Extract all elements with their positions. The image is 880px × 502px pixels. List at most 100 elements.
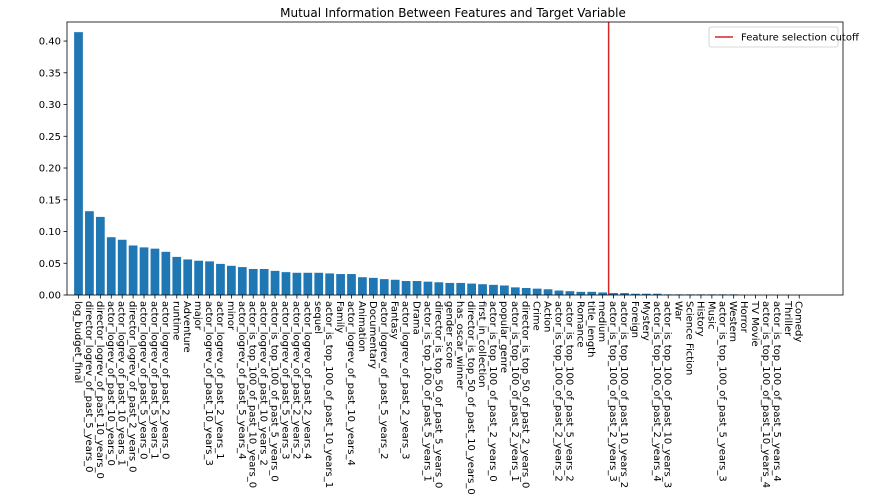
x-tick-label: director_is_top_50_of_past_10_years_0 <box>465 301 476 495</box>
x-tick-label: runtime <box>170 301 181 340</box>
bars <box>74 32 739 295</box>
y-tick-label: 0.30 <box>39 100 61 111</box>
x-tick-label: gender_score <box>443 301 454 368</box>
x-tick-label: TV Movie <box>749 300 760 347</box>
x-tick-label: director_is_top_50_of_past_5_years_0 <box>432 301 443 488</box>
bar <box>456 282 466 295</box>
x-tick-label: actor_is_top_100_of_past_10_years_1 <box>323 301 334 488</box>
bar <box>631 293 640 295</box>
bar <box>270 270 280 295</box>
x-tick-label: Western <box>727 301 738 342</box>
bar <box>434 282 444 295</box>
bar <box>368 277 378 295</box>
legend-label-cutoff: Feature selection cutoff <box>741 33 860 44</box>
x-tick-label: actor_is_top_100_of_past_5_years_1 <box>421 301 432 482</box>
x-tick-label: Documentary <box>367 301 378 369</box>
bar <box>652 293 662 295</box>
x-tick-label: actor_logrev_of_past_2_years_3 <box>400 301 411 459</box>
y-tick-label: 0.15 <box>39 195 61 206</box>
bar <box>598 292 608 295</box>
bar <box>292 272 302 295</box>
bar <box>172 256 182 295</box>
bar <box>489 284 498 295</box>
x-tick-label: actor_is_top_100_of_past_2_years_4 <box>651 301 662 482</box>
x-tick-label: actor_is_top_100_of_past_2_years_3 <box>607 301 618 482</box>
x-tick-label: Horror <box>738 301 749 334</box>
bar <box>85 211 94 295</box>
x-tick-label: major <box>192 301 203 331</box>
x-tick-label: log_budget_final <box>72 301 83 383</box>
x-tick-label: Family <box>334 301 345 333</box>
bar <box>521 288 531 295</box>
x-tick-label: medium <box>596 301 607 342</box>
bar <box>478 284 487 295</box>
chart-title: Mutual Information Between Features and … <box>280 6 626 20</box>
x-tick-label: Comedy <box>793 301 804 342</box>
bar <box>565 291 575 295</box>
bar <box>609 293 618 295</box>
bar <box>194 260 203 295</box>
bar <box>237 267 247 295</box>
x-tick-label: actor_logrev_of_past_10_years_0 <box>105 301 116 466</box>
x-tick-label: sequel <box>312 301 323 334</box>
x-tick-label: actor_logrev_of_past_5_years_3 <box>279 301 290 459</box>
bar <box>510 287 520 295</box>
x-tick-label: actor_logrev_of_past_5_years_4 <box>236 301 247 459</box>
bar <box>390 279 400 295</box>
bar <box>128 245 138 295</box>
bar <box>183 259 193 295</box>
x-tick-label: History <box>694 301 705 337</box>
bar <box>314 272 324 295</box>
plot-area-frame <box>66 21 844 296</box>
bar <box>74 32 83 295</box>
x-tick-label: actor_is_top_100_of_past_10_years_3 <box>662 301 673 488</box>
y-axis: 0.00 0.05 0.10 0.15 0.20 0.25 0.30 0.35 0.40 <box>39 37 67 302</box>
bar <box>325 273 335 295</box>
x-tick-label: actor_logrev_of_past_10_years_1 <box>116 301 127 466</box>
y-tick-label: 0.20 <box>39 164 61 175</box>
bar <box>336 274 345 295</box>
bar <box>358 277 367 295</box>
y-tick-label: 0.10 <box>39 227 61 238</box>
x-tick-label: actor_is_top_100_of_past_2_years_0 <box>487 301 498 482</box>
bar <box>139 247 149 295</box>
x-tick-label: Crime <box>531 301 542 331</box>
x-tick-label: War <box>673 301 684 321</box>
x-tick-label: Music <box>705 301 716 329</box>
bar <box>379 279 389 295</box>
bar <box>587 291 597 295</box>
x-tick-label: director_logrev_of_past_2_years_0 <box>127 301 138 473</box>
x-tick-label: actor_logrev_of_past_2_years_4 <box>301 301 312 459</box>
bar <box>500 285 509 295</box>
x-tick-label: Mystery <box>640 301 651 341</box>
x-tick-label: actor_is_top_100_of_past_5_years_2 <box>563 301 574 482</box>
x-tick-label: Adventure <box>181 301 192 353</box>
x-tick-label: actor_logrev_of_past_10_years_2 <box>258 301 269 466</box>
x-tick-label: actor_is_top_100_of_past_5_years_4 <box>771 301 782 482</box>
bar <box>401 281 411 295</box>
x-tick-label: actor_is_top_100_of_past_5_years_0 <box>269 301 280 482</box>
x-tick-label: minor <box>225 301 236 331</box>
legend-box <box>708 26 839 48</box>
bar <box>347 274 356 295</box>
y-tick-label: 0.00 <box>39 291 61 302</box>
x-tick-label: actor_is_top_100_of_past_10_years_2 <box>618 301 629 488</box>
x-tick-label: Thriller <box>782 300 793 337</box>
x-tick-label: director_logrev_of_past_5_years_0 <box>83 301 94 473</box>
x-tick-label: actor_logrev_of_past_5_years_1 <box>148 301 159 459</box>
x-tick-label: Foreign <box>629 301 640 338</box>
y-tick-label: 0.40 <box>39 37 61 48</box>
bar <box>216 263 225 295</box>
bar <box>641 293 651 295</box>
x-tick-label: title_length <box>585 301 596 357</box>
x-tick-label: actor_is_top_100_of_past_10_years_0 <box>247 301 258 488</box>
legend: Feature selection cutoff <box>708 26 860 48</box>
x-tick-label: Animation <box>356 301 367 352</box>
bar <box>281 272 291 295</box>
x-tick-label: actor_logrev_of_past_2_years_2 <box>290 301 301 459</box>
x-tick-label: actor_is_top_100_of_past_2_years_2 <box>552 301 563 482</box>
x-tick-label: director_is_top_50_of_past_2_years_0 <box>520 301 531 488</box>
bar <box>543 289 553 295</box>
x-tick-label: director_logrev_of_past_10_years_0 <box>94 301 105 479</box>
x-tick-label: has_oscar_winner <box>454 301 465 391</box>
